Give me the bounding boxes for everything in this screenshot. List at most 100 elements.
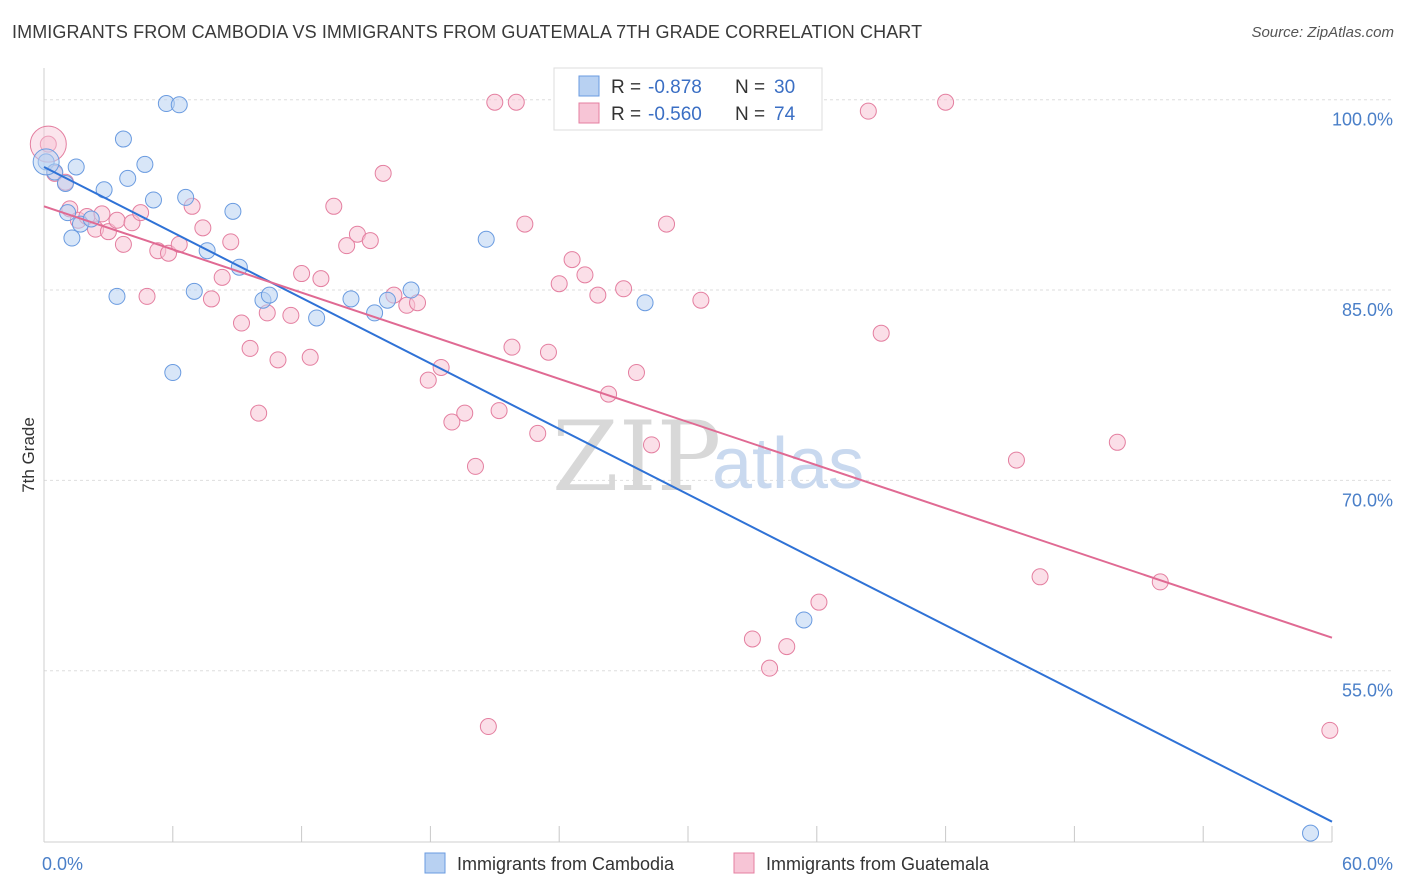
guatemala-point — [507, 93, 525, 111]
x-tick-marks — [172, 826, 1333, 842]
cambodia-point — [144, 191, 162, 209]
cambodia-point — [119, 169, 137, 187]
y-axis-label: 7th Grade — [19, 417, 38, 493]
cambodia-point — [366, 304, 384, 322]
y-tick-label: 100.0% — [1332, 110, 1393, 130]
bottom-legend-label-guatemala: Immigrants from Guatemala — [766, 854, 990, 874]
guatemala-point — [241, 339, 259, 357]
cambodia-point — [114, 130, 132, 148]
guatemala-point — [761, 659, 779, 677]
guatemala-point — [872, 324, 890, 342]
cambodia-point — [108, 287, 126, 305]
guatemala-point — [419, 371, 437, 389]
guatemala-point — [374, 164, 392, 182]
watermark-atlas: atlas — [712, 424, 864, 504]
cambodia-point — [260, 286, 278, 304]
guatemala-trend-line — [43, 205, 1333, 639]
guatemala-point — [108, 211, 126, 229]
guatemala-point — [692, 291, 710, 309]
guatemala-point — [490, 402, 508, 420]
guatemala-point — [443, 413, 461, 431]
guatemala-point — [778, 638, 796, 656]
cambodia-trend-line — [43, 166, 1333, 823]
cambodia-point — [636, 294, 654, 312]
cambodia-point — [795, 611, 813, 629]
cambodia-point — [378, 291, 396, 309]
gridlines — [44, 99, 1392, 672]
guatemala-point — [213, 268, 231, 286]
guatemala-point — [937, 93, 955, 111]
guatemala-point — [325, 197, 343, 215]
guatemala-point — [658, 215, 676, 233]
legend-n-label-cambodia: N = — [735, 77, 765, 98]
guatemala-point — [456, 404, 474, 422]
guatemala-point — [563, 251, 581, 269]
guatemala-point — [810, 593, 828, 611]
guatemala-point — [1031, 568, 1049, 586]
cambodia-point — [59, 204, 77, 222]
guatemala-point — [615, 280, 633, 298]
guatemala-point — [301, 348, 319, 366]
guatemala-point — [138, 287, 156, 305]
guatemala-point — [576, 266, 594, 284]
guatemala-point — [293, 265, 311, 283]
x-tick-labels: 0.0% 60.0% — [42, 854, 1393, 874]
y-tick-labels: 100.0% 85.0% 70.0% 55.0% — [1332, 110, 1393, 701]
series-legend: Immigrants from Cambodia Immigrants from… — [424, 852, 990, 874]
guatemala-point — [550, 275, 568, 293]
guatemala-point — [1108, 433, 1126, 451]
guatemala-point — [99, 223, 117, 241]
guatemala-point — [486, 93, 504, 111]
legend-r-label-guatemala: R = — [611, 104, 641, 125]
cambodia-point — [1302, 824, 1320, 842]
guatemala-point — [643, 436, 661, 454]
cambodia-point — [342, 290, 360, 308]
trend-lines — [43, 166, 1333, 823]
x-tick-label: 60.0% — [1342, 854, 1393, 874]
guatemala-point — [432, 358, 450, 376]
guatemala-point — [539, 343, 557, 361]
cambodia-point — [136, 155, 154, 173]
guatemala-point — [114, 235, 132, 253]
guatemala-point — [282, 306, 300, 324]
cambodia-point — [177, 188, 195, 206]
guatemala-point — [338, 237, 356, 255]
cambodia-point — [185, 282, 203, 300]
cambodia-point — [477, 230, 495, 248]
guatemala-point — [202, 290, 220, 308]
guatemala-point — [312, 270, 330, 288]
cambodia-point — [170, 96, 188, 114]
legend-r-value-guatemala: -0.560 — [648, 104, 702, 125]
guatemala-point — [194, 219, 212, 237]
legend-r-label-cambodia: R = — [611, 77, 641, 98]
legend-n-value-guatemala: 74 — [774, 104, 796, 125]
guatemala-point — [1007, 451, 1025, 469]
legend-n-label-guatemala: N = — [735, 104, 765, 125]
guatemala-point — [222, 233, 240, 251]
legend-r-value-cambodia: -0.878 — [648, 77, 702, 98]
guatemala-point — [529, 424, 547, 442]
source-label: Source: ZipAtlas.com — [1251, 24, 1394, 41]
guatemala-point — [627, 364, 645, 382]
guatemala-point — [1321, 721, 1339, 739]
guatemala-point — [466, 457, 484, 475]
legend-swatch-cambodia — [578, 75, 600, 97]
y-tick-label: 70.0% — [1342, 490, 1393, 510]
guatemala-point — [232, 314, 250, 332]
guatemala-point — [269, 351, 287, 369]
cambodia-point — [63, 229, 81, 247]
guatemala-point — [503, 338, 521, 356]
guatemala-point — [250, 404, 268, 422]
bottom-legend-swatch-cambodia — [424, 852, 446, 874]
cambodia-point — [224, 202, 242, 220]
guatemala-point — [589, 286, 607, 304]
cambodia-point — [67, 158, 85, 176]
x-tick-label: 0.0% — [42, 854, 83, 874]
watermark: ZIP atlas — [552, 401, 864, 513]
y-tick-label: 55.0% — [1342, 681, 1393, 701]
stats-legend: R = -0.878 N = 30 R = -0.560 N = 74 — [553, 67, 823, 131]
cambodia-point — [402, 281, 420, 299]
cambodia-point — [164, 364, 182, 382]
bottom-legend-swatch-guatemala — [733, 852, 755, 874]
chart-title: IMMIGRANTS FROM CAMBODIA VS IMMIGRANTS F… — [12, 22, 923, 42]
